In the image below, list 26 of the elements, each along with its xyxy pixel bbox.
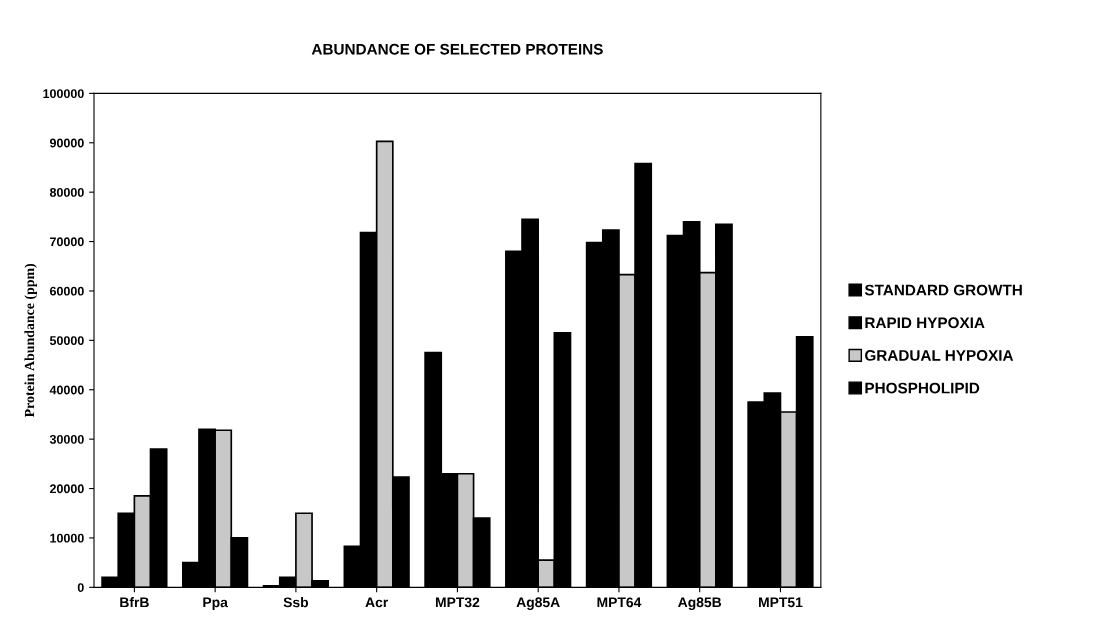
x-tick-label: Ag85B xyxy=(678,597,722,610)
y-tick-label: 90000 xyxy=(49,138,84,148)
x-tick-label: BfrB xyxy=(120,597,149,608)
x-tick-label: Ppa xyxy=(203,597,228,610)
x-tick-label: MPT64 xyxy=(597,597,642,608)
x-tick-label: Acr xyxy=(365,597,389,608)
x-tick-label: MPT32 xyxy=(435,597,480,608)
y-tick-label: 10000 xyxy=(50,533,84,543)
y-tick-label: 100000 xyxy=(43,89,84,99)
legend-label: GRADUAL HYPOXIA xyxy=(865,350,1014,361)
y-tick-label: 70000 xyxy=(50,237,84,247)
chart-title: ABUNDANCE OF SELECTED PROTEINS xyxy=(311,43,603,55)
legend-label: STANDARD GROWTH xyxy=(864,284,1022,296)
y-tick-label: 40000 xyxy=(49,385,84,395)
y-tick-label: 80000 xyxy=(49,187,84,197)
y-tick-label: 20000 xyxy=(49,484,84,494)
y-tick-label: 50000 xyxy=(49,336,84,346)
y-tick-label: 60000 xyxy=(49,286,84,296)
x-tick-label: MPT51 xyxy=(759,597,803,608)
y-tick-label: 30000 xyxy=(49,434,84,444)
legend-label: PHOSPHOLIPID xyxy=(865,382,980,394)
y-tick-label: 0 xyxy=(77,583,84,592)
legend-label: RAPID HYPOXIA xyxy=(865,317,985,329)
x-tick-label: Ssb xyxy=(283,597,309,608)
x-tick-label: Ag85A xyxy=(516,597,560,610)
y-axis-title: Protein Abundance (ppm) xyxy=(24,263,38,418)
